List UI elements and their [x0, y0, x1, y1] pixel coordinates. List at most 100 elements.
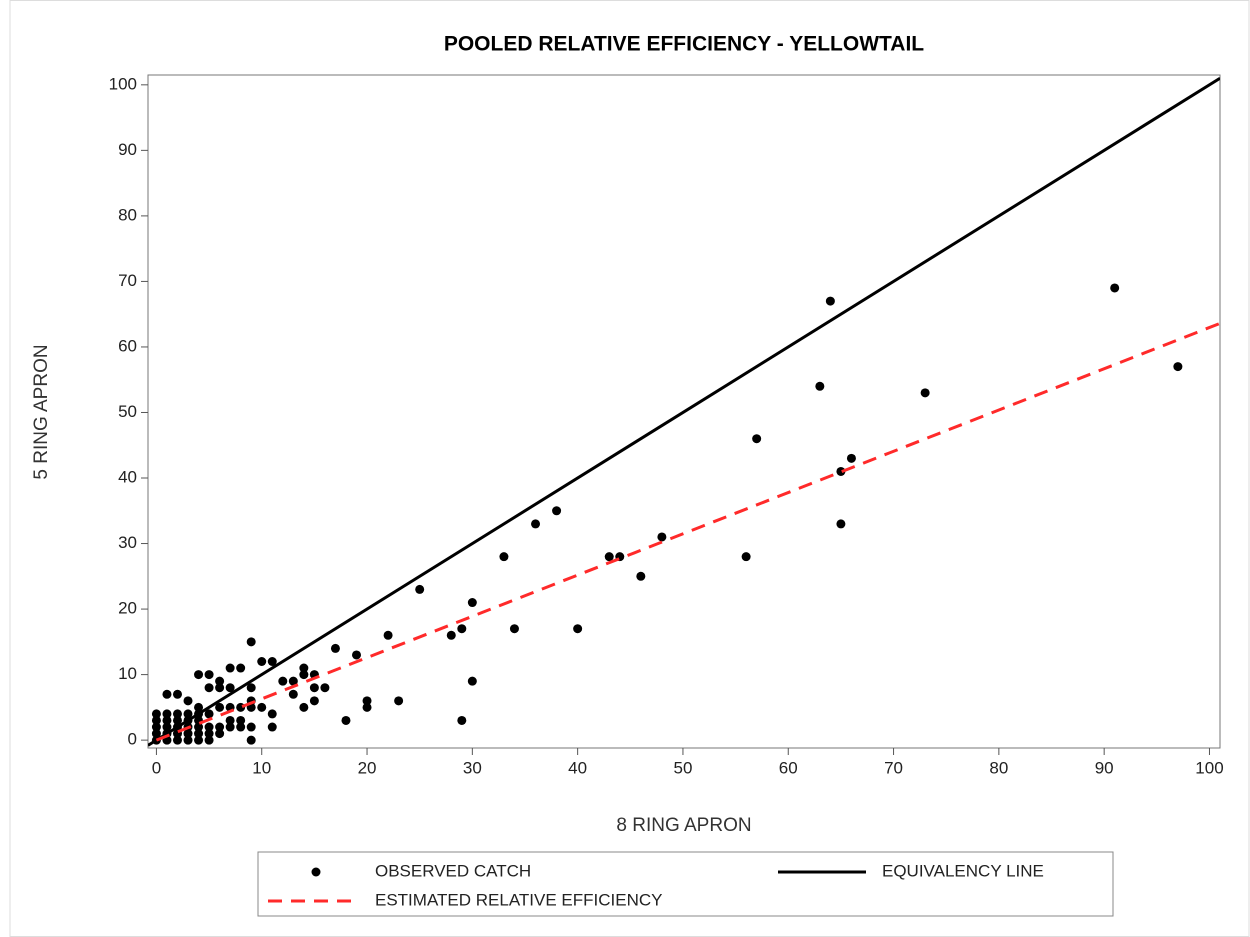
data-point	[151, 709, 161, 719]
data-point	[151, 729, 161, 739]
data-point	[194, 722, 204, 732]
data-point	[183, 735, 193, 745]
plot-frame	[147, 74, 1221, 749]
data-point	[215, 676, 225, 686]
data-point	[394, 696, 404, 706]
data-point	[225, 683, 235, 693]
x-tick-label: 10	[252, 758, 271, 777]
data-point	[836, 519, 846, 529]
data-point	[446, 630, 456, 640]
x-tick-label: 90	[1095, 758, 1114, 777]
data-point	[267, 656, 277, 666]
data-point	[172, 689, 182, 699]
data-point	[278, 676, 288, 686]
legend-marker	[311, 867, 321, 877]
data-point	[499, 552, 509, 562]
y-tick-label: 20	[118, 599, 137, 618]
data-point	[257, 702, 267, 712]
data-point	[1173, 362, 1183, 372]
data-point	[825, 296, 835, 306]
data-point	[225, 663, 235, 673]
data-point	[657, 532, 667, 542]
data-point	[467, 598, 477, 608]
data-point	[215, 702, 225, 712]
legend-label: EQUIVALENCY LINE	[882, 861, 1044, 880]
data-point	[457, 715, 467, 725]
y-tick-label: 70	[118, 271, 137, 290]
y-tick-label: 90	[118, 140, 137, 159]
data-point	[573, 624, 583, 634]
x-tick-label: 100	[1195, 758, 1223, 777]
data-point	[225, 715, 235, 725]
data-point	[299, 702, 309, 712]
y-tick-label: 0	[128, 730, 137, 749]
data-point	[257, 656, 267, 666]
x-tick-label: 80	[989, 758, 1008, 777]
data-point	[362, 702, 372, 712]
data-point	[920, 388, 930, 398]
data-point	[236, 722, 246, 732]
chart-title: POOLED RELATIVE EFFICIENCY - YELLOWTAIL	[444, 33, 924, 56]
data-point	[215, 722, 225, 732]
data-point	[309, 683, 319, 693]
x-tick-label: 0	[152, 758, 161, 777]
x-tick-label: 20	[358, 758, 377, 777]
data-point	[352, 650, 362, 660]
data-point	[172, 735, 182, 745]
data-point	[836, 466, 846, 476]
data-point	[604, 552, 614, 562]
y-tick-label: 50	[118, 402, 137, 421]
data-point	[194, 735, 204, 745]
data-point	[194, 702, 204, 712]
data-point	[194, 729, 204, 739]
x-tick-label: 40	[568, 758, 587, 777]
data-point	[815, 381, 825, 391]
data-point	[215, 683, 225, 693]
y-tick-label: 80	[118, 205, 137, 224]
data-point	[383, 630, 393, 640]
data-point	[183, 696, 193, 706]
y-tick-label: 30	[118, 533, 137, 552]
data-point	[415, 584, 425, 594]
data-point	[299, 670, 309, 680]
data-point	[509, 624, 519, 634]
data-point	[341, 715, 351, 725]
data-point	[267, 722, 277, 732]
data-point	[204, 735, 214, 745]
data-point	[225, 722, 235, 732]
data-point	[151, 722, 161, 732]
data-point	[172, 715, 182, 725]
data-point	[194, 670, 204, 680]
x-tick-label: 50	[673, 758, 692, 777]
y-tick-label: 40	[118, 467, 137, 486]
legend-label: ESTIMATED RELATIVE EFFICIENCY	[375, 890, 662, 909]
y-tick-label: 60	[118, 336, 137, 355]
data-point	[204, 729, 214, 739]
data-point	[320, 683, 330, 693]
data-point	[288, 689, 298, 699]
data-point	[162, 689, 172, 699]
data-point	[330, 643, 340, 653]
data-point	[246, 637, 256, 647]
x-axis-label: 8 RING APRON	[616, 815, 751, 836]
x-tick-label: 60	[779, 758, 798, 777]
data-point	[1110, 283, 1120, 293]
data-point	[246, 722, 256, 732]
legend-label: OBSERVED CATCH	[375, 861, 531, 880]
data-point	[215, 729, 225, 739]
data-point	[162, 715, 172, 725]
data-point	[162, 722, 172, 732]
x-tick-label: 30	[463, 758, 482, 777]
data-point	[267, 709, 277, 719]
data-point	[457, 624, 467, 634]
frame	[9, 0, 1250, 937]
data-point	[236, 715, 246, 725]
data-point	[204, 722, 214, 732]
data-point	[299, 663, 309, 673]
data-point	[636, 571, 646, 581]
line-series	[148, 77, 1220, 747]
x-tick-label: 70	[884, 758, 903, 777]
data-point	[467, 676, 477, 686]
data-point	[151, 715, 161, 725]
